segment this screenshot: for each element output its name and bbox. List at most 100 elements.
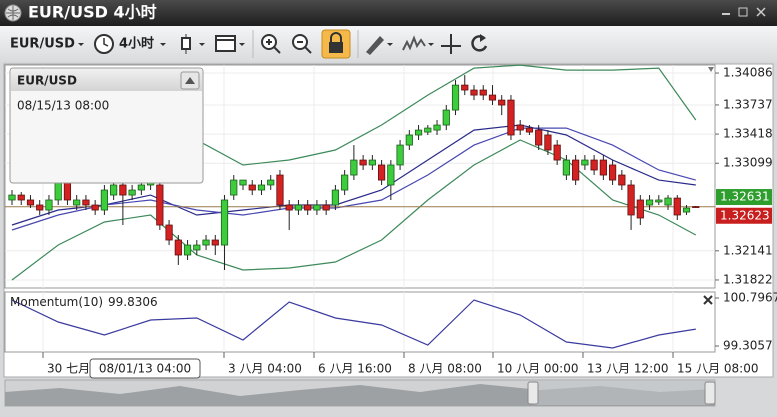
candle-body	[350, 159, 358, 176]
window-title: EUR/USD 4小时	[28, 3, 157, 22]
crosshair-label: 08/01/13 04:00	[99, 362, 191, 376]
candle-body	[304, 204, 312, 211]
candle-body	[45, 199, 53, 211]
candle-body	[461, 84, 469, 91]
dropdown-arrow	[239, 43, 245, 46]
dropdown-arrow	[160, 43, 166, 46]
candle-body	[119, 184, 127, 196]
candle-body	[230, 179, 238, 196]
candle-body	[313, 204, 321, 211]
candle-body	[211, 239, 219, 246]
candle-body	[424, 127, 432, 133]
momentum-name: Momentum(10)	[10, 295, 103, 309]
dropdown-arrow	[199, 43, 205, 46]
refresh-button[interactable]	[471, 35, 488, 52]
overlay-line	[11, 127, 696, 231]
pane-collapse[interactable]	[708, 67, 714, 72]
candle-body	[156, 184, 164, 226]
candle-body	[544, 134, 552, 151]
x-tick-label: 10 八月 00:00	[497, 362, 578, 376]
tooltip-collapse-arrow	[185, 77, 195, 84]
momentum-close[interactable]	[703, 295, 713, 305]
candle-body	[100, 189, 108, 211]
candle-body	[82, 199, 90, 206]
x-tick-label: 6 八月 16:00	[318, 362, 392, 376]
symbol-selector[interactable]: EUR/USD	[10, 37, 75, 52]
tooltip-box	[9, 67, 204, 184]
candle-body	[451, 84, 460, 111]
navigator-window[interactable]	[533, 381, 710, 405]
candle-type-icon-body	[181, 37, 191, 50]
momentum-title: Momentum(10) 99.8306	[10, 295, 158, 309]
candle-body	[193, 244, 201, 251]
candle-body	[387, 164, 395, 186]
candle-body	[645, 199, 654, 206]
y-tick-label: 1.33099	[723, 156, 773, 170]
price-marker-label: 1.32631	[720, 190, 770, 204]
candle-body	[553, 144, 561, 161]
y-tick-label: 1.33418	[723, 127, 773, 141]
candle-body	[285, 204, 293, 211]
price-marker	[716, 207, 772, 224]
candle-body	[692, 206, 700, 208]
navigator-handle-left[interactable]	[527, 381, 539, 405]
momentum-value: 99.8306	[108, 295, 158, 309]
zoom-in-glyph	[266, 39, 281, 54]
x-tick-label: 13 八月 12:00	[587, 362, 668, 376]
candle-body	[507, 99, 515, 136]
candle-body	[331, 189, 340, 206]
candle-body	[17, 194, 25, 201]
crosshair-label-box	[89, 358, 201, 379]
candle-body	[239, 179, 247, 186]
candle-body	[73, 199, 81, 206]
tooltip-header	[11, 69, 202, 91]
candle-body	[128, 189, 136, 196]
candle-body	[36, 204, 44, 211]
draw-tool-button[interactable]	[366, 36, 384, 55]
y-tick-label: 1.31822	[723, 272, 773, 286]
candle-body	[341, 174, 349, 191]
candle-body	[110, 184, 118, 196]
overlay-line	[11, 124, 696, 226]
candle-body	[516, 124, 524, 131]
candle-body	[137, 184, 145, 191]
candle-body	[479, 89, 487, 96]
timeframe-selector[interactable]: 4小时	[119, 36, 154, 52]
plot-layer: 30 七月 3 八月 04:00 6 八月 16:00 8 八月 08:00 10 八月…	[5, 64, 777, 379]
price-marker-label: 1.32623	[720, 208, 770, 222]
indicator-button[interactable]	[402, 35, 426, 51]
price-marker	[716, 189, 772, 206]
candle-body	[165, 224, 173, 241]
ohlc-tooltip: EUR/USD 08/15/13 08:00	[9, 67, 204, 184]
candle-body	[442, 109, 450, 126]
candle-body	[488, 94, 497, 101]
window-icon[interactable]	[215, 35, 236, 52]
candle-body	[322, 204, 330, 211]
y-tick-label: 1.34086	[723, 66, 773, 80]
candle-body	[498, 99, 506, 106]
close-button[interactable]	[756, 7, 766, 17]
x-tick-label: 3 八月 04:00	[228, 362, 302, 376]
candle-body	[8, 194, 16, 201]
y-tick-label: 1.32141	[723, 243, 773, 257]
tooltip-time: 08/15/13 08:00	[17, 99, 109, 113]
candle-body	[377, 164, 386, 181]
candle-body	[627, 184, 635, 216]
candle-body	[655, 199, 663, 203]
candle-body	[359, 159, 367, 166]
candle-body	[664, 197, 672, 206]
crosshair-button[interactable]	[441, 34, 461, 54]
maximize-button[interactable]	[738, 7, 748, 17]
candle-body	[267, 179, 275, 186]
candle-body	[183, 244, 192, 256]
clock-hands	[103, 38, 109, 47]
y-tick-label: 99.3057	[723, 338, 773, 352]
x-tick-label: 15 八月 08:00	[677, 362, 758, 376]
dropdown-arrow	[78, 43, 84, 46]
candle-body	[590, 159, 598, 171]
title-bar	[0, 0, 777, 26]
zoom-out-glyph	[297, 41, 312, 54]
navigator-handle-right[interactable]	[704, 381, 716, 405]
